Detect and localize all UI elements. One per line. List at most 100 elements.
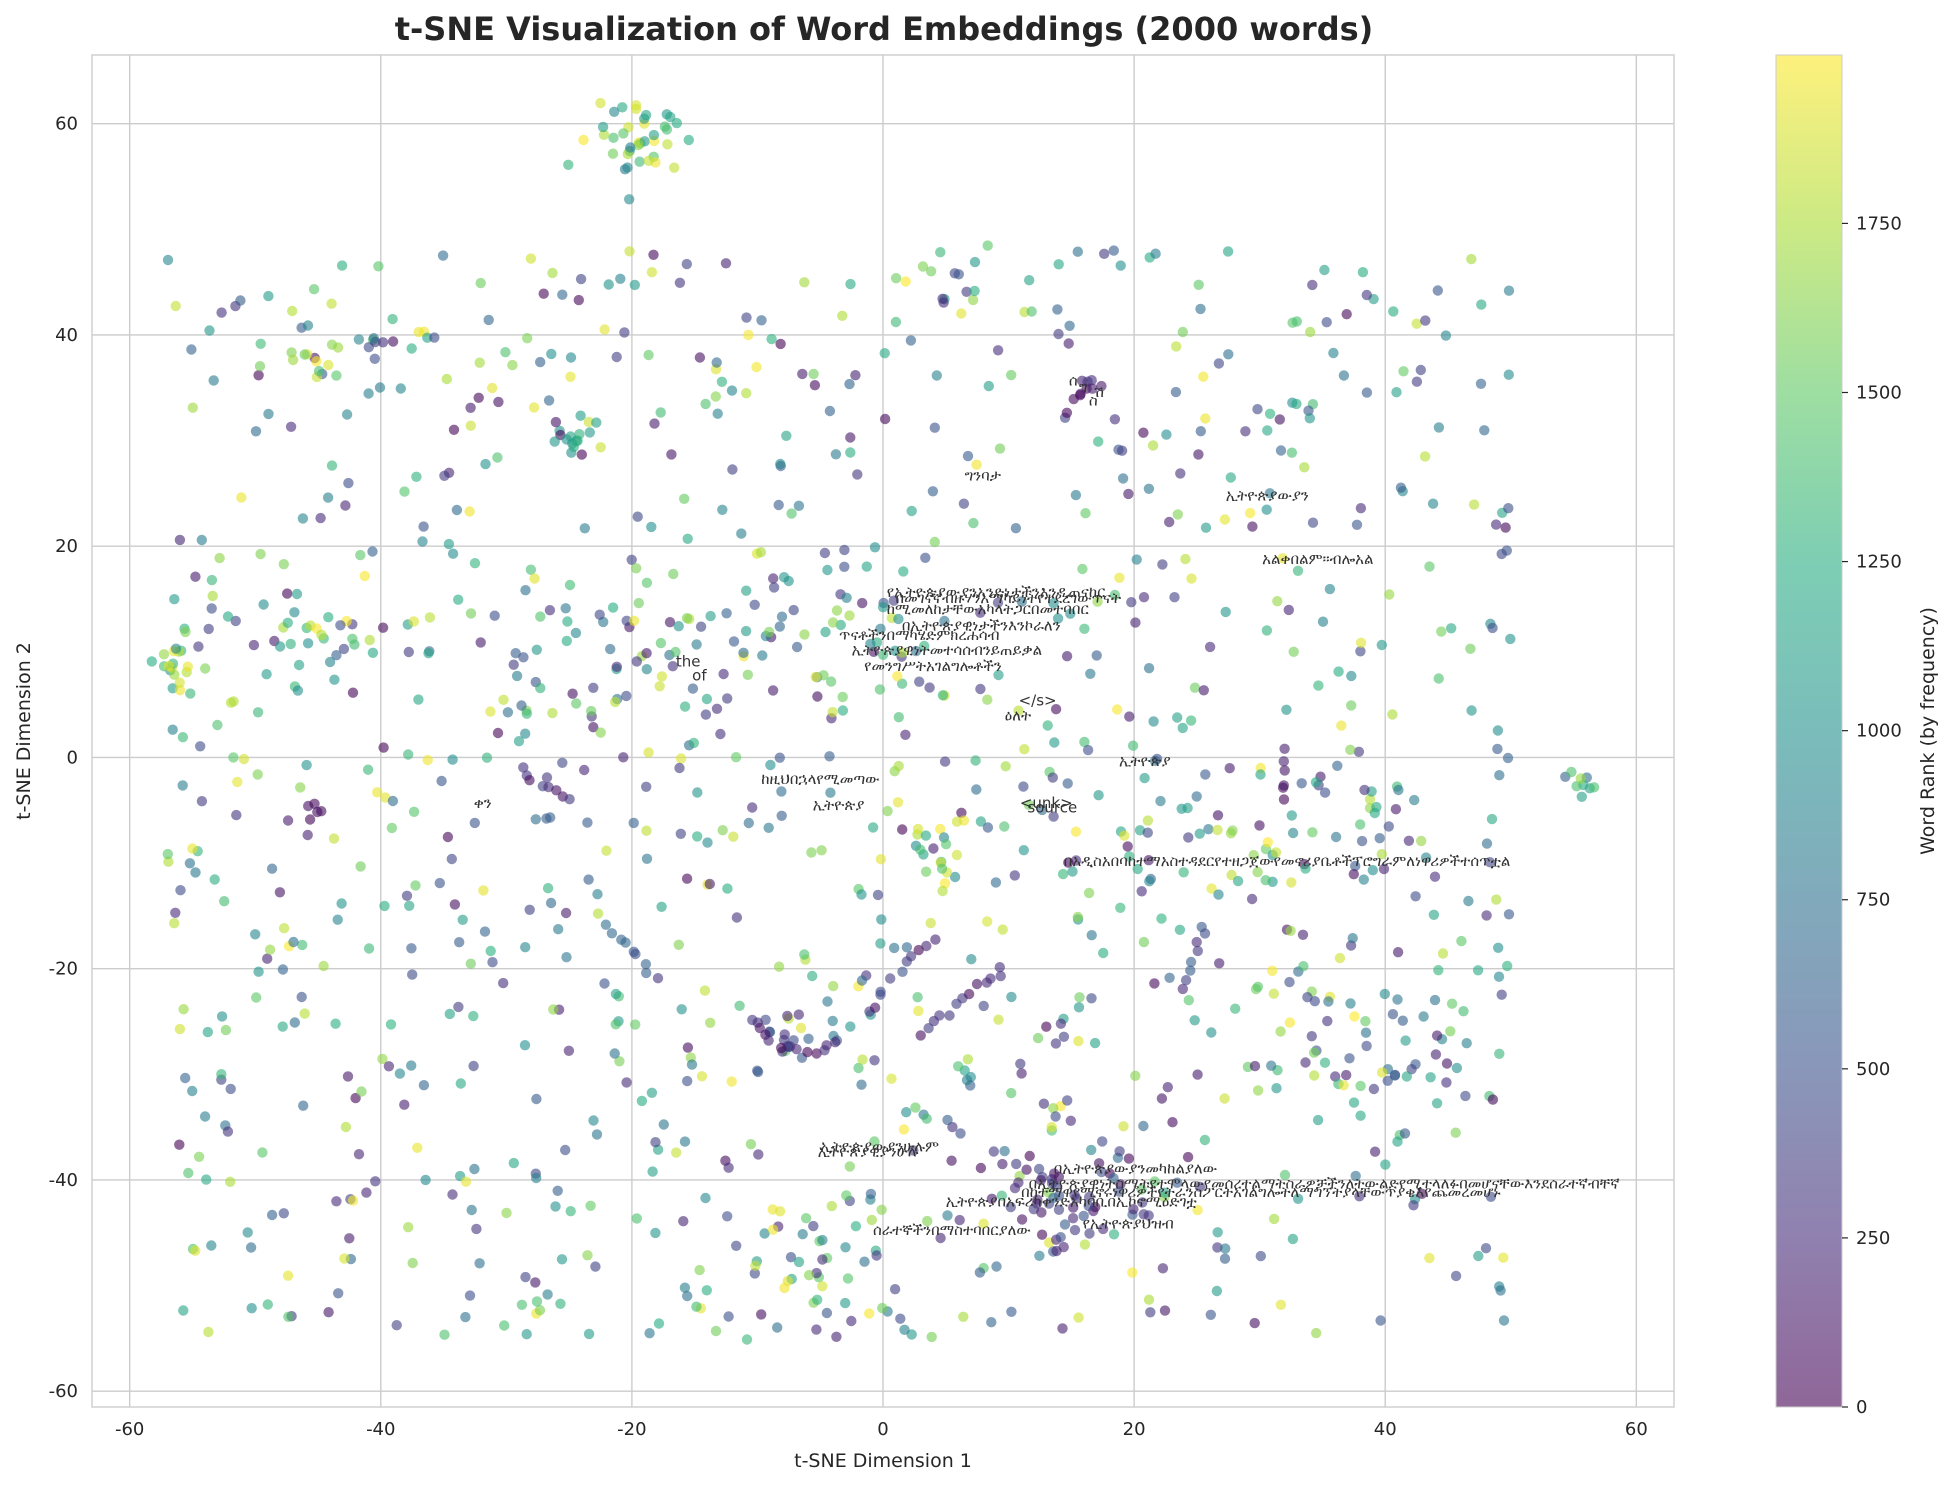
scatter-point xyxy=(875,854,887,865)
word-annotation: ግንባታ xyxy=(965,467,1002,485)
scatter-point xyxy=(304,814,316,825)
word-annotation: ኢትዮጵያ xyxy=(1119,752,1171,770)
scatter-point xyxy=(367,647,379,658)
scatter-point xyxy=(1072,911,1084,923)
scatter-point xyxy=(958,1311,969,1323)
scatter-point xyxy=(1262,425,1273,436)
scatter-point xyxy=(1379,988,1391,1000)
scatter-point xyxy=(1109,414,1121,425)
scatter-point xyxy=(935,823,946,835)
scatter-point xyxy=(543,395,555,406)
scatter-point xyxy=(220,1024,232,1036)
word-annotation: ጥናቶችንበማካሄድምክረሐሳብ xyxy=(839,626,1000,645)
scatter-point xyxy=(1191,791,1202,802)
scatter-point xyxy=(1317,616,1329,627)
scatter-point xyxy=(1344,1053,1355,1064)
scatter-point xyxy=(1481,838,1493,849)
scatter-point xyxy=(640,959,652,970)
scatter-point xyxy=(717,825,728,836)
word-annotation: ዕለት xyxy=(1005,706,1031,724)
scatter-point xyxy=(768,573,779,584)
scatter-point xyxy=(1393,784,1404,796)
scatter-point xyxy=(447,1189,458,1200)
scatter-point xyxy=(869,542,881,553)
colorbar-tick-label: 1000 xyxy=(1856,721,1902,742)
plot-frame xyxy=(91,54,1675,1408)
scatter-point xyxy=(460,1176,472,1187)
scatter-point xyxy=(1420,852,1432,863)
scatter-point xyxy=(1026,306,1037,317)
scatter-point xyxy=(646,267,658,278)
scatter-point xyxy=(553,924,564,935)
scatter-point xyxy=(1084,1228,1095,1239)
scatter-point xyxy=(564,579,576,591)
scatter-point xyxy=(955,1128,966,1139)
scatter-point xyxy=(525,253,537,264)
scatter-point xyxy=(302,829,313,841)
scatter-point xyxy=(1419,451,1431,462)
scatter-point xyxy=(1156,1093,1168,1104)
scatter-point xyxy=(1503,285,1515,296)
scatter-point xyxy=(674,277,686,288)
scatter-point xyxy=(760,1014,771,1025)
scatter-point xyxy=(543,781,554,793)
scatter-point xyxy=(607,602,619,613)
scatter-point xyxy=(1346,700,1357,711)
scatter-point xyxy=(1021,1164,1032,1175)
scatter-point xyxy=(1255,1250,1267,1262)
scatter-point xyxy=(1065,608,1076,619)
scatter-point xyxy=(570,627,582,639)
scatter-point xyxy=(990,877,1002,888)
scatter-point xyxy=(169,918,180,929)
scatter-point xyxy=(633,597,644,609)
scatter-point xyxy=(1485,1191,1497,1203)
scatter-point xyxy=(1079,736,1090,748)
scatter-point xyxy=(1078,1210,1089,1222)
scatter-point xyxy=(763,822,774,833)
scatter-point xyxy=(301,759,312,771)
scatter-point xyxy=(550,1201,561,1212)
scatter-point xyxy=(610,988,622,1000)
scatter-point xyxy=(565,1206,576,1217)
scatter-point xyxy=(246,1303,257,1314)
scatter-point xyxy=(411,471,422,482)
scatter-point xyxy=(776,786,787,797)
scatter-point xyxy=(373,261,384,272)
scatter-point xyxy=(1108,1173,1119,1184)
scatter-point xyxy=(1330,831,1342,843)
scatter-point xyxy=(353,334,365,345)
scatter-point xyxy=(704,878,715,890)
scatter-point xyxy=(1151,753,1163,765)
scatter-point xyxy=(722,883,733,894)
scatter-point xyxy=(1571,781,1582,792)
scatter-point xyxy=(700,1192,711,1204)
scatter-point xyxy=(1425,1072,1436,1083)
scatter-point xyxy=(1383,821,1395,832)
scatter-point xyxy=(1588,782,1600,793)
scatter-point xyxy=(579,764,590,776)
scatter-point xyxy=(1491,894,1502,905)
scatter-point xyxy=(333,1288,344,1299)
x-tick-label: -40 xyxy=(366,1419,395,1440)
scatter-point xyxy=(377,1053,388,1065)
scatter-point xyxy=(1277,553,1289,564)
scatter-point xyxy=(968,517,979,529)
scatter-point xyxy=(465,958,476,969)
scatter-point xyxy=(1092,596,1103,607)
scatter-point xyxy=(711,703,723,714)
scatter-point xyxy=(549,436,560,447)
scatter-point xyxy=(865,1188,877,1200)
scatter-point xyxy=(715,728,726,740)
scatter-point xyxy=(1079,623,1090,634)
scatter-point xyxy=(763,1035,774,1046)
scatter-point xyxy=(1055,1232,1066,1243)
scatter-point xyxy=(641,664,652,675)
scatter-point xyxy=(1035,1175,1047,1186)
scatter-point xyxy=(335,620,346,631)
scatter-point xyxy=(1415,364,1427,376)
scatter-point xyxy=(786,508,797,519)
colorbar-tick-label: 250 xyxy=(1856,1228,1890,1249)
scatter-point xyxy=(983,380,994,392)
scatter-point xyxy=(170,907,181,918)
scatter-point xyxy=(520,585,531,596)
